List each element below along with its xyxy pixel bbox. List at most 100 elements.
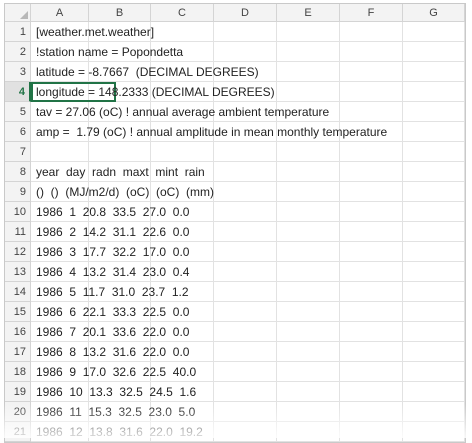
column-header-b[interactable]: B: [89, 4, 151, 22]
row-number[interactable]: 16: [5, 322, 31, 342]
column-header-g[interactable]: G: [403, 4, 465, 22]
cell-b3[interactable]: [89, 62, 151, 82]
cell-f8[interactable]: [340, 162, 403, 182]
cell-e15[interactable]: [277, 302, 340, 322]
cell-d6[interactable]: [214, 122, 277, 142]
row-number[interactable]: 20: [5, 402, 31, 422]
cell-a2[interactable]: [31, 42, 89, 62]
cell-a12[interactable]: [31, 242, 89, 262]
cell-b12[interactable]: [89, 242, 151, 262]
cell-c8[interactable]: [151, 162, 214, 182]
cell-a8[interactable]: [31, 162, 89, 182]
cell-f9[interactable]: [340, 182, 403, 202]
cell-g8[interactable]: [403, 162, 465, 182]
cell-b7[interactable]: [89, 142, 151, 162]
cell-b6[interactable]: [89, 122, 151, 142]
cell-c2[interactable]: [151, 42, 214, 62]
cell-a6[interactable]: [31, 122, 89, 142]
cell-f6[interactable]: [340, 122, 403, 142]
cell-c20[interactable]: [151, 402, 214, 422]
cell-g2[interactable]: [403, 42, 465, 62]
cell-d1[interactable]: [214, 22, 277, 42]
cell-d5[interactable]: [214, 102, 277, 122]
cell-e2[interactable]: [277, 42, 340, 62]
cell-f2[interactable]: [340, 42, 403, 62]
cell-d3[interactable]: [214, 62, 277, 82]
cell-c4[interactable]: [151, 82, 214, 102]
cell-b11[interactable]: [89, 222, 151, 242]
row-number[interactable]: 3: [5, 62, 31, 82]
cell-g20[interactable]: [403, 402, 465, 422]
cell-g17[interactable]: [403, 342, 465, 362]
column-header-c[interactable]: C: [151, 4, 214, 22]
cell-e1[interactable]: [277, 22, 340, 42]
cell-e12[interactable]: [277, 242, 340, 262]
cell-f18[interactable]: [340, 362, 403, 382]
cell-b18[interactable]: [89, 362, 151, 382]
row-number[interactable]: 13: [5, 262, 31, 282]
cell-b10[interactable]: [89, 202, 151, 222]
cell-f5[interactable]: [340, 102, 403, 122]
cell-a9[interactable]: [31, 182, 89, 202]
cell-e19[interactable]: [277, 382, 340, 402]
cell-f16[interactable]: [340, 322, 403, 342]
cell-a13[interactable]: [31, 262, 89, 282]
cell-g6[interactable]: [403, 122, 465, 142]
row-number[interactable]: 12: [5, 242, 31, 262]
cell-e9[interactable]: [277, 182, 340, 202]
cell-d21[interactable]: [214, 422, 277, 442]
cell-c9[interactable]: [151, 182, 214, 202]
cell-g11[interactable]: [403, 222, 465, 242]
cell-c11[interactable]: [151, 222, 214, 242]
cell-e5[interactable]: [277, 102, 340, 122]
cell-a19[interactable]: [31, 382, 89, 402]
cell-a3[interactable]: [31, 62, 89, 82]
cell-b9[interactable]: [89, 182, 151, 202]
cell-f14[interactable]: [340, 282, 403, 302]
row-number[interactable]: 19: [5, 382, 31, 402]
cell-e14[interactable]: [277, 282, 340, 302]
cell-e4[interactable]: [277, 82, 340, 102]
cell-e8[interactable]: [277, 162, 340, 182]
cell-g4[interactable]: [403, 82, 465, 102]
cell-e7[interactable]: [277, 142, 340, 162]
cell-f7[interactable]: [340, 142, 403, 162]
cell-a11[interactable]: [31, 222, 89, 242]
cell-b19[interactable]: [89, 382, 151, 402]
cell-c5[interactable]: [151, 102, 214, 122]
cell-g1[interactable]: [403, 22, 465, 42]
cell-a1[interactable]: [31, 22, 89, 42]
cell-a18[interactable]: [31, 362, 89, 382]
row-number[interactable]: 1: [5, 22, 31, 42]
cell-c17[interactable]: [151, 342, 214, 362]
cell-f12[interactable]: [340, 242, 403, 262]
column-header-a[interactable]: A: [31, 4, 89, 22]
cell-b2[interactable]: [89, 42, 151, 62]
row-number[interactable]: 15: [5, 302, 31, 322]
cell-b1[interactable]: [89, 22, 151, 42]
cell-c19[interactable]: [151, 382, 214, 402]
cell-e13[interactable]: [277, 262, 340, 282]
cell-d8[interactable]: [214, 162, 277, 182]
cell-c7[interactable]: [151, 142, 214, 162]
cell-f1[interactable]: [340, 22, 403, 42]
cell-c10[interactable]: [151, 202, 214, 222]
cell-f19[interactable]: [340, 382, 403, 402]
cell-g19[interactable]: [403, 382, 465, 402]
cell-a5[interactable]: [31, 102, 89, 122]
row-number[interactable]: 10: [5, 202, 31, 222]
cell-a7[interactable]: [31, 142, 89, 162]
cell-g14[interactable]: [403, 282, 465, 302]
cell-g16[interactable]: [403, 322, 465, 342]
cell-f13[interactable]: [340, 262, 403, 282]
cell-d12[interactable]: [214, 242, 277, 262]
cell-d17[interactable]: [214, 342, 277, 362]
cell-e11[interactable]: [277, 222, 340, 242]
cell-d18[interactable]: [214, 362, 277, 382]
cell-f4[interactable]: [340, 82, 403, 102]
cell-b16[interactable]: [89, 322, 151, 342]
cell-g9[interactable]: [403, 182, 465, 202]
cell-g3[interactable]: [403, 62, 465, 82]
cell-e6[interactable]: [277, 122, 340, 142]
row-number[interactable]: 5: [5, 102, 31, 122]
